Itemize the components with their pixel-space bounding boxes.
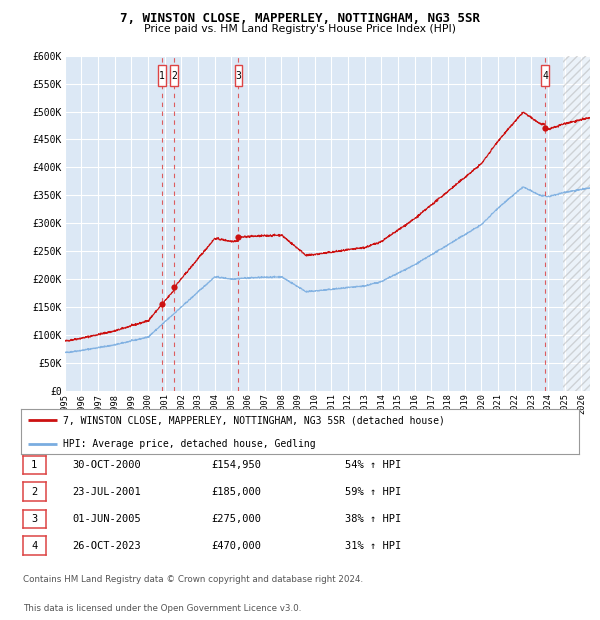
Text: 38% ↑ HPI: 38% ↑ HPI bbox=[345, 514, 401, 524]
Text: 2: 2 bbox=[31, 487, 37, 497]
Text: 4: 4 bbox=[542, 71, 548, 81]
Text: 30-OCT-2000: 30-OCT-2000 bbox=[72, 460, 141, 470]
Text: 59% ↑ HPI: 59% ↑ HPI bbox=[345, 487, 401, 497]
Text: 3: 3 bbox=[31, 514, 37, 524]
Text: 2: 2 bbox=[171, 71, 177, 81]
Text: 23-JUL-2001: 23-JUL-2001 bbox=[72, 487, 141, 497]
Bar bbox=[563, 56, 598, 391]
Text: 54% ↑ HPI: 54% ↑ HPI bbox=[345, 460, 401, 470]
Text: £154,950: £154,950 bbox=[211, 460, 261, 470]
Text: 26-OCT-2023: 26-OCT-2023 bbox=[72, 541, 141, 551]
Text: 3: 3 bbox=[236, 71, 241, 81]
FancyBboxPatch shape bbox=[541, 65, 549, 86]
Text: 7, WINSTON CLOSE, MAPPERLEY, NOTTINGHAM, NG3 5SR: 7, WINSTON CLOSE, MAPPERLEY, NOTTINGHAM,… bbox=[120, 12, 480, 25]
Text: HPI: Average price, detached house, Gedling: HPI: Average price, detached house, Gedl… bbox=[63, 439, 316, 449]
Text: 4: 4 bbox=[31, 541, 37, 551]
Text: £275,000: £275,000 bbox=[211, 514, 261, 524]
Text: 31% ↑ HPI: 31% ↑ HPI bbox=[345, 541, 401, 551]
Text: 01-JUN-2005: 01-JUN-2005 bbox=[72, 514, 141, 524]
Text: Contains HM Land Registry data © Crown copyright and database right 2024.: Contains HM Land Registry data © Crown c… bbox=[23, 575, 363, 584]
Text: 1: 1 bbox=[31, 460, 37, 470]
Text: 7, WINSTON CLOSE, MAPPERLEY, NOTTINGHAM, NG3 5SR (detached house): 7, WINSTON CLOSE, MAPPERLEY, NOTTINGHAM,… bbox=[63, 415, 445, 425]
Text: This data is licensed under the Open Government Licence v3.0.: This data is licensed under the Open Gov… bbox=[23, 603, 301, 613]
Text: £185,000: £185,000 bbox=[211, 487, 261, 497]
FancyBboxPatch shape bbox=[158, 65, 166, 86]
FancyBboxPatch shape bbox=[170, 65, 178, 86]
Text: £470,000: £470,000 bbox=[211, 541, 261, 551]
Text: 1: 1 bbox=[159, 71, 165, 81]
Text: Price paid vs. HM Land Registry's House Price Index (HPI): Price paid vs. HM Land Registry's House … bbox=[144, 24, 456, 33]
FancyBboxPatch shape bbox=[235, 65, 242, 86]
